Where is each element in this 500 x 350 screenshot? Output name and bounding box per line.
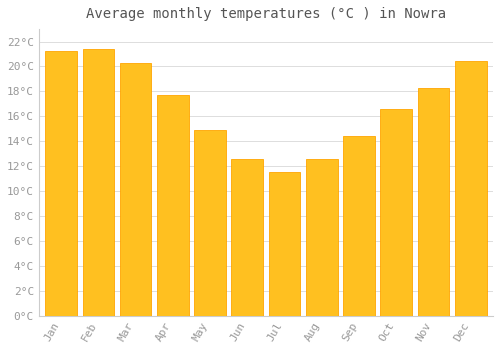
Bar — [343, 136, 375, 316]
Bar — [82, 49, 114, 316]
Bar — [120, 63, 152, 316]
Bar — [268, 172, 300, 316]
Bar — [157, 95, 188, 316]
Bar — [306, 159, 338, 316]
Bar — [380, 109, 412, 316]
Title: Average monthly temperatures (°C ) in Nowra: Average monthly temperatures (°C ) in No… — [86, 7, 446, 21]
Bar — [194, 130, 226, 316]
Bar — [232, 159, 263, 316]
Bar — [46, 51, 77, 316]
Bar — [455, 62, 486, 316]
Bar — [418, 88, 450, 316]
